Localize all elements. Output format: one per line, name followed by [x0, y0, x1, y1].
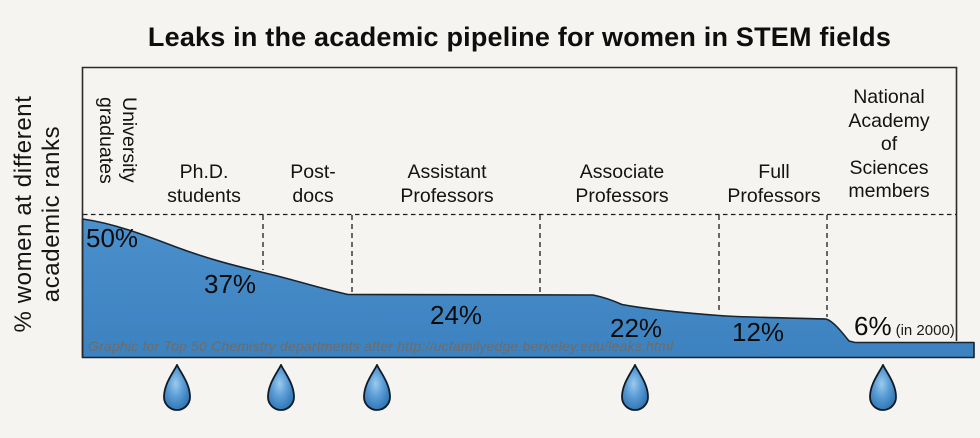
water-area	[81, 218, 975, 359]
stage-dividers	[262, 215, 828, 317]
value-label-phd-students: 37%	[204, 269, 257, 299]
value-label-nas-note: (in 2000)	[895, 322, 955, 339]
y-axis-label-line1: % women at different	[10, 95, 37, 333]
water-drop-icon	[267, 364, 295, 411]
y-axis-label-line2: academic ranks	[38, 125, 65, 303]
stage-label-associate-professors: Associate Professors	[575, 161, 669, 207]
water-drop-icon	[163, 364, 191, 411]
value-label-nas-members: 6% (in 2000)	[854, 311, 955, 341]
stage-label-assistant-professors: Assistant Professors	[400, 161, 494, 207]
stage-label-university-graduates: University graduates	[95, 97, 140, 184]
water-drop-icon	[363, 364, 391, 411]
water-drop-icon	[621, 364, 649, 411]
chart-title: Leaks in the academic pipeline for women…	[147, 22, 892, 52]
value-label-assistant-professors: 24%	[430, 300, 483, 330]
value-label-associate-professors: 22%	[610, 313, 663, 343]
value-label-full-professors: 12%	[732, 317, 785, 347]
source-caption: Graphic for Top 50 Chemistry departments…	[88, 338, 674, 354]
water-drop-icon	[869, 364, 897, 411]
stage-label-full-professors: Full Professors	[727, 161, 821, 207]
y-axis-label: % women at different academic ranks	[10, 64, 66, 364]
plot-box-border	[81, 66, 958, 358]
value-label-university-graduates: 50%	[86, 223, 139, 253]
stage-label-phd-students: Ph.D. students	[167, 161, 241, 207]
stage-label-nas-members: National Academy of Sciences members	[848, 86, 930, 202]
stage-label-post-docs: Post- docs	[290, 161, 336, 207]
